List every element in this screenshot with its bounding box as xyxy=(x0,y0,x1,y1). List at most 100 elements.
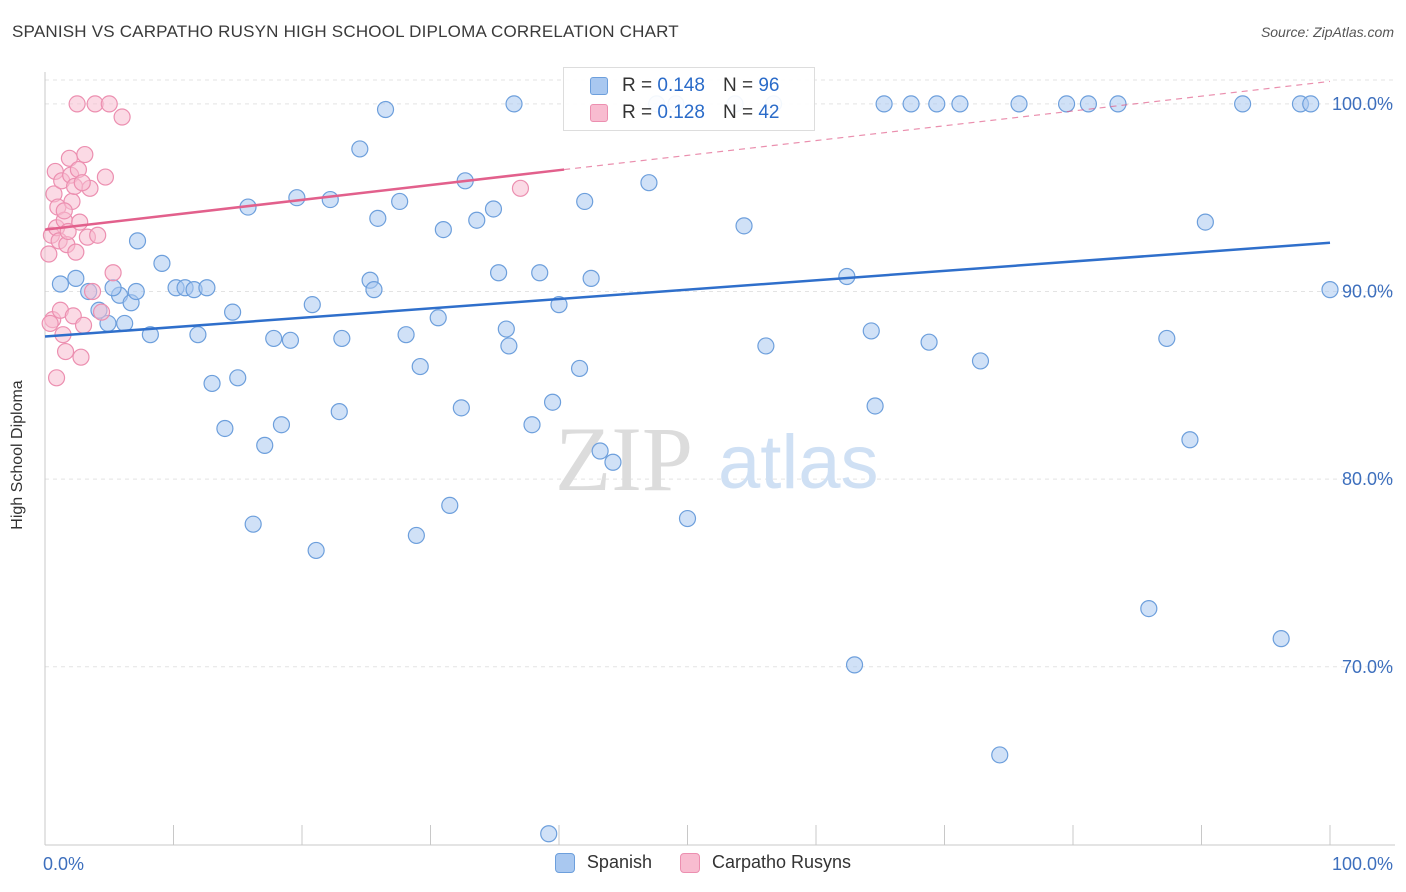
spanish-point xyxy=(441,496,459,515)
spanish-point xyxy=(365,281,383,299)
spanish-point xyxy=(490,264,508,282)
spanish-point xyxy=(333,329,351,348)
rusyn-point xyxy=(83,282,102,301)
correlation-legend: R = 0.148 N = 96 R = 0.128 N = 42 xyxy=(563,67,815,131)
spanish-point xyxy=(468,211,486,229)
spanish-trend-line xyxy=(44,241,1331,338)
rusyn-n-value: 42 xyxy=(758,102,780,123)
x-tick-label-max: 100.0% xyxy=(1332,854,1393,874)
watermark-zip: ZIP xyxy=(555,408,693,510)
spanish-n-value: 96 xyxy=(758,75,780,96)
legend-n-label: N = xyxy=(722,75,754,96)
rusyn-point xyxy=(104,264,122,282)
legend-item-spanish[interactable]: Spanish xyxy=(554,852,652,873)
spanish-point xyxy=(407,526,425,545)
spanish-point xyxy=(229,369,247,387)
spanish-point xyxy=(550,296,568,314)
spanish-point xyxy=(1140,599,1158,618)
rusyn-point xyxy=(74,316,93,334)
carpatho-rusyn-points xyxy=(40,95,530,387)
chart-title: SPANISH VS CARPATHO RUSYN HIGH SCHOOL DI… xyxy=(12,22,679,41)
spanish-point xyxy=(369,209,387,227)
spanish-point xyxy=(866,397,884,415)
spanish-point xyxy=(497,320,515,338)
legend-r-label: R = xyxy=(622,75,653,96)
spanish-point xyxy=(256,436,274,454)
watermark: ZIP atlas xyxy=(555,408,879,510)
spanish-point xyxy=(523,416,541,434)
spanish-point xyxy=(951,95,969,113)
rusyn-point xyxy=(89,226,107,244)
rusyn-legend-swatch xyxy=(679,852,700,873)
spanish-point xyxy=(862,322,880,340)
spanish-point xyxy=(604,453,622,471)
rusyn-point xyxy=(73,174,91,192)
spanish-point xyxy=(153,254,171,272)
spanish-point xyxy=(1010,95,1028,113)
spanish-point xyxy=(141,326,159,344)
spanish-point xyxy=(1109,95,1127,113)
series-legend: Spanish Carpatho Rusyns xyxy=(0,852,1406,873)
rusyn-point xyxy=(55,202,73,220)
spanish-point xyxy=(397,326,415,344)
spanish-point xyxy=(531,264,549,282)
spanish-point xyxy=(1321,281,1339,299)
spanish-point xyxy=(376,100,395,119)
spanish-point xyxy=(411,357,429,376)
spanish-point xyxy=(224,303,242,321)
rusyn-point xyxy=(72,348,90,366)
spanish-point xyxy=(1196,213,1214,231)
spanish-point xyxy=(265,329,283,348)
spanish-point xyxy=(1158,329,1176,348)
rusyn-trend-line xyxy=(44,168,565,231)
rusyn-point xyxy=(68,95,86,113)
spanish-point xyxy=(1181,431,1199,449)
rusyn-point xyxy=(56,342,75,361)
spanish-point xyxy=(391,192,409,211)
y-tick-label: 70.0% xyxy=(1342,657,1393,677)
watermark-atlas: atlas xyxy=(718,420,879,505)
spanish-point xyxy=(591,442,609,460)
legend-item-rusyn[interactable]: Carpatho Rusyns xyxy=(679,852,851,873)
rusyn-point xyxy=(40,245,58,263)
spanish-point xyxy=(303,296,321,314)
spanish-swatch xyxy=(590,77,608,95)
rusyn-point xyxy=(96,168,114,186)
spanish-legend-swatch xyxy=(554,852,575,873)
spanish-point xyxy=(500,337,518,355)
y-tick-label: 90.0% xyxy=(1342,282,1393,302)
spanish-point xyxy=(272,416,291,434)
spanish-point xyxy=(127,282,145,301)
rusyn-point xyxy=(67,243,85,261)
spanish-point xyxy=(434,221,452,239)
tick-labels: 70.0% 80.0% 90.0% 100.0% 0.0% 100.0% xyxy=(43,94,1393,874)
spanish-point xyxy=(189,326,207,344)
spanish-point xyxy=(991,746,1009,764)
spanish-point xyxy=(640,174,658,192)
spanish-point xyxy=(920,333,938,351)
spanish-point xyxy=(216,419,234,438)
spanish-point xyxy=(288,189,306,207)
x-tick-label-min: 0.0% xyxy=(43,854,84,874)
spanish-point xyxy=(128,232,147,250)
spanish-point xyxy=(582,269,600,287)
spanish-point xyxy=(198,279,216,297)
spanish-point xyxy=(429,309,447,327)
spanish-point xyxy=(928,95,946,113)
spanish-point xyxy=(757,337,775,355)
spanish-point xyxy=(330,402,348,421)
legend-row-rusyn: R = 0.128 N = 42 xyxy=(590,102,779,124)
legend-r-label: R = xyxy=(622,102,653,123)
spanish-point xyxy=(244,515,262,533)
axes xyxy=(44,72,1395,846)
spanish-point xyxy=(351,140,369,158)
rusyn-point xyxy=(76,145,94,164)
spanish-point xyxy=(307,541,325,560)
rusyn-swatch xyxy=(590,104,608,122)
spanish-point xyxy=(875,95,893,113)
spanish-point xyxy=(452,399,470,417)
spanish-point xyxy=(104,279,122,297)
rusyn-trend-extension xyxy=(564,80,1331,171)
rusyn-point xyxy=(41,314,59,333)
